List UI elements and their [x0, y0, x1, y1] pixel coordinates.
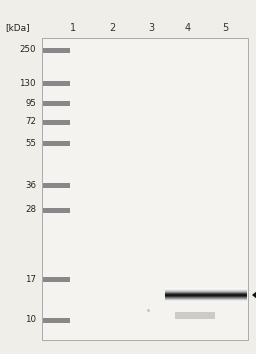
Text: 2: 2: [109, 23, 115, 33]
Text: 3: 3: [148, 23, 154, 33]
Text: 95: 95: [25, 98, 36, 108]
Bar: [43, 120, 70, 125]
Polygon shape: [252, 285, 256, 304]
Bar: [43, 80, 70, 86]
Bar: [43, 207, 70, 212]
Bar: [42, 38, 248, 340]
Bar: [43, 276, 70, 281]
Bar: [43, 101, 70, 105]
Bar: [175, 312, 215, 319]
Text: 72: 72: [25, 118, 36, 126]
Text: 28: 28: [25, 206, 36, 215]
Bar: [43, 141, 70, 145]
Bar: [43, 318, 70, 322]
Bar: [43, 183, 70, 188]
Text: 5: 5: [222, 23, 228, 33]
Text: 250: 250: [19, 46, 36, 55]
Text: [kDa]: [kDa]: [5, 23, 30, 33]
Text: 55: 55: [25, 138, 36, 148]
Text: 1: 1: [70, 23, 76, 33]
Bar: [43, 47, 70, 52]
Text: 17: 17: [25, 274, 36, 284]
Text: 36: 36: [25, 181, 36, 189]
Text: 4: 4: [185, 23, 191, 33]
Text: 10: 10: [25, 315, 36, 325]
Text: 130: 130: [19, 79, 36, 87]
